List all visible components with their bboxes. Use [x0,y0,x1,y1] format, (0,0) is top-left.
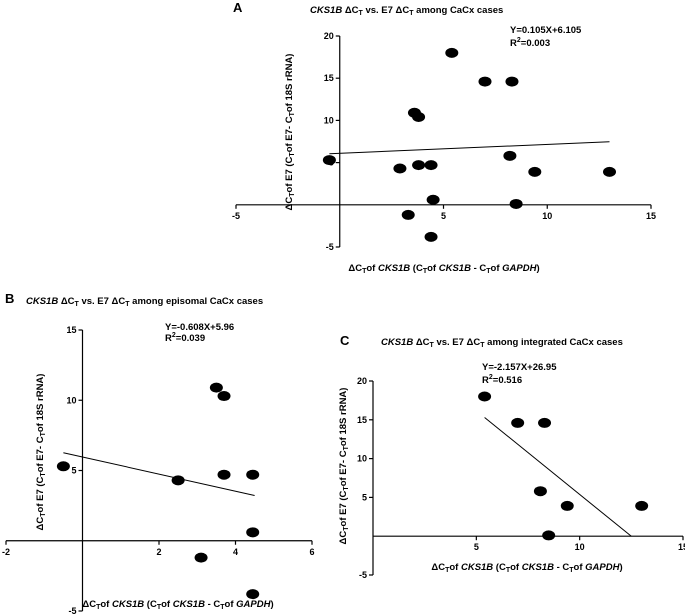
data-point [528,166,542,177]
data-point [511,417,525,428]
y-axis-label: ΔCTof E7 (CTof E7- CTof 18S rRNA) [284,54,296,211]
regression-equation: Y=-0.608X+5.96 [165,322,234,333]
y-tick-label: 15 [357,415,367,425]
regression-equation: Y=-2.157X+26.95 [482,362,557,373]
data-point [509,198,523,209]
panel-letter: B [5,291,14,306]
chart-panel-a: A CKS1B ΔCT vs. E7 ΔCT among CaCx cases -5… [232,0,656,275]
regression-equation: Y=0.105X+6.105 [510,25,582,36]
x-axis-label: ΔCTof CKS1B (CTof CKS1B - CTof GAPDH) [348,263,539,275]
chart-title: CKS1B ΔCT vs. E7 ΔCT among integrated Ca… [381,337,623,349]
data-point [194,552,208,563]
x-tick-label: 2 [156,547,161,557]
data-point [538,417,552,428]
data-point [246,469,260,480]
x-tick-label: -2 [2,547,10,557]
y-tick-label: 20 [357,376,367,386]
x-axis-label: ΔCTof CKS1B (CTof CKS1B - CTof GAPDH) [82,599,273,611]
data-point [426,194,440,205]
x-tick-label: 15 [646,211,656,221]
data-point [635,500,649,511]
data-point [56,461,70,472]
data-point [217,469,231,480]
y-tick-label: 5 [362,492,367,502]
data-point [171,475,185,486]
data-point [322,155,336,166]
data-point [246,527,260,538]
panel-letter: A [233,0,243,15]
y-tick-label: -5 [68,606,76,615]
regression-line [329,141,610,155]
data-point [424,160,438,171]
r-squared: R2=0.516 [482,374,522,386]
data-point [412,112,426,123]
y-tick-label: 10 [357,454,367,464]
y-tick-label: 15 [324,73,334,83]
x-axis-label: ΔCTof CKS1B (CTof CKS1B - CTof GAPDH) [431,562,622,574]
x-tick-label: 10 [542,211,552,221]
data-point [445,47,459,58]
y-axis-label: ΔCTof E7 (CTof E7- CTof 18S rRNA) [338,388,350,545]
data-point [401,209,415,220]
x-tick-label: 6 [309,547,314,557]
chart-panel-c: C CKS1B ΔCT vs. E7 ΔCT among integrated C… [338,333,685,580]
y-tick-label: 5 [71,466,76,476]
x-tick-label: -5 [232,211,240,221]
data-point [209,382,223,393]
x-tick-label: 10 [575,542,585,552]
y-axis-label: ΔCTof E7 (CTof E7- CTof 18S rRNA) [35,374,47,531]
panel-letter: C [340,333,350,348]
regression-line [484,417,632,537]
data-point [542,530,556,541]
chart-title: CKS1B ΔCT vs. E7 ΔCT among CaCx cases [310,5,503,17]
chart-panel-b: B CKS1B ΔCT vs. E7 ΔCT among episomal CaC… [2,291,315,615]
data-point [603,166,616,177]
y-tick-label: 20 [324,31,334,41]
y-tick-label: 10 [324,115,334,125]
data-point [393,163,407,174]
data-point [533,486,547,497]
x-tick-label: 4 [233,547,238,557]
data-point [412,160,426,171]
data-point [505,76,519,87]
data-point [424,231,438,242]
data-point [560,500,574,511]
r-squared: R2=0.003 [510,37,550,49]
r-squared: R2=0.039 [165,332,205,344]
y-tick-label: -5 [326,242,334,252]
data-point [478,391,492,402]
x-tick-label: 5 [474,542,479,552]
data-point [503,150,517,161]
data-point [246,589,260,600]
y-tick-label: 10 [66,395,76,405]
data-point [478,76,492,87]
x-tick-label: 15 [678,542,685,552]
y-tick-label: -5 [359,570,367,580]
data-point [217,391,231,402]
x-tick-label: 5 [441,211,446,221]
chart-title: CKS1B ΔCT vs. E7 ΔCT among episomal CaCx… [26,296,263,308]
y-tick-label: 15 [66,325,76,335]
regression-line [63,452,255,496]
